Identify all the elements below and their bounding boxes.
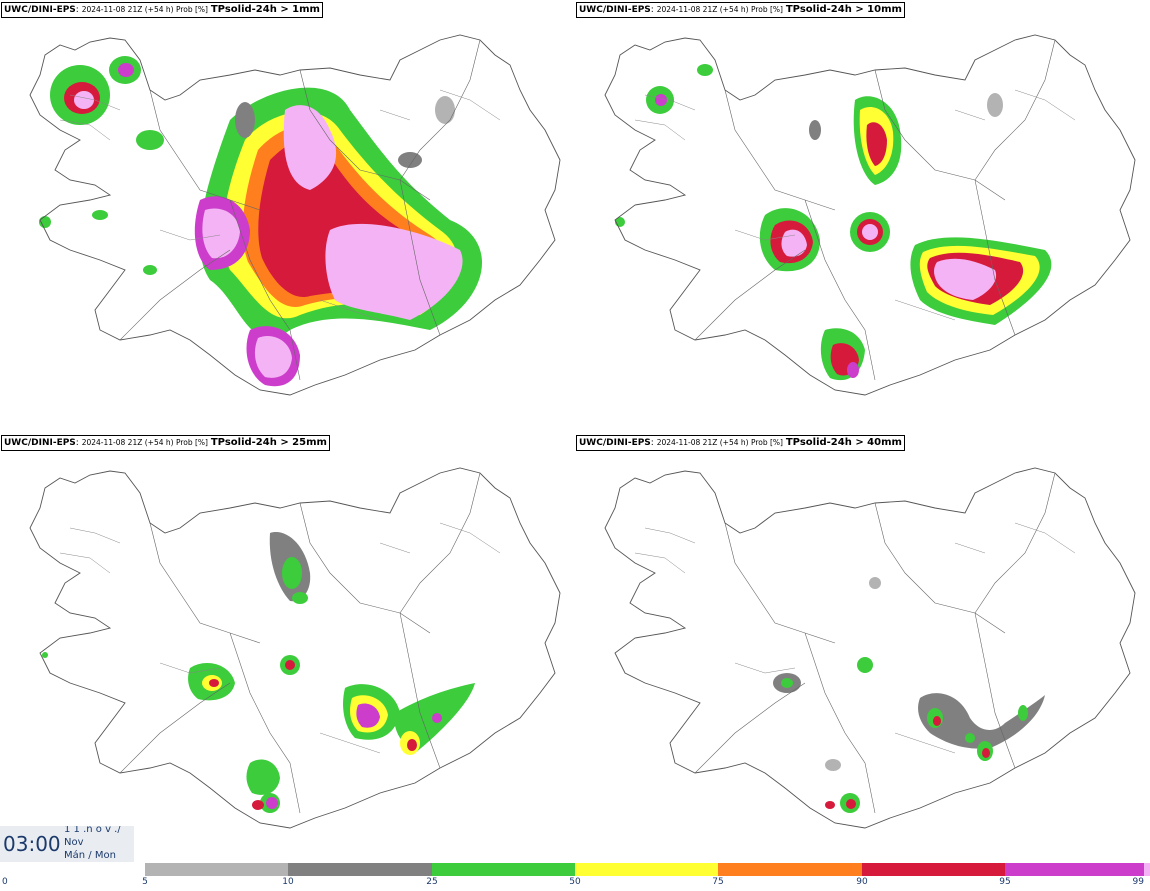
colorbar-tick-label: 95 <box>999 877 1011 887</box>
map-panel-40mm: UWC/DINI-EPS: 2024-11-08 21Z (+54 h) Pro… <box>575 433 1148 865</box>
colorbar-tick-label: 25 <box>426 877 438 887</box>
valid-time: 03:00 <box>3 832 61 856</box>
colorbar-tick-label: 99 <box>1132 877 1144 887</box>
map-panel-1mm: UWC/DINI-EPS: 2024-11-08 21Z (+54 h) Pro… <box>0 0 573 432</box>
probability-map <box>604 34 1136 396</box>
colorbar-segment <box>1144 863 1150 876</box>
valid-time-box: 03:00 1 1 .n ó v ./ Nov Mán / Mon <box>0 826 134 862</box>
colorbar-tick-label: 0 <box>2 877 8 887</box>
date-line-3: Mán / Mon <box>64 850 116 861</box>
date-line-1: 1 1 .n ó v ./ <box>64 826 121 835</box>
panel-title: UWC/DINI-EPS: 2024-11-08 21Z (+54 h) Pro… <box>1 2 323 18</box>
colorbar-tick-label: 90 <box>856 877 868 887</box>
probability-map <box>604 467 1136 829</box>
colorbar-tick-label: 50 <box>569 877 581 887</box>
colorbar-segment <box>1005 863 1144 876</box>
colorbar-segment <box>718 863 862 876</box>
panel-title: UWC/DINI-EPS: 2024-11-08 21Z (+54 h) Pro… <box>1 435 330 451</box>
valid-date: 1 1 .n ó v ./ Nov Mán / Mon <box>64 826 134 862</box>
colorbar-segment <box>575 863 718 876</box>
date-line-2: Nov <box>64 837 84 848</box>
map-panel-25mm: UWC/DINI-EPS: 2024-11-08 21Z (+54 h) Pro… <box>0 433 573 865</box>
colorbar-segment <box>862 863 1005 876</box>
colorbar-tick-label: 10 <box>282 877 294 887</box>
colorbar-tick-label: 75 <box>712 877 724 887</box>
probability-map <box>29 467 561 829</box>
panel-title: UWC/DINI-EPS: 2024-11-08 21Z (+54 h) Pro… <box>576 435 905 451</box>
panel-title: UWC/DINI-EPS: 2024-11-08 21Z (+54 h) Pro… <box>576 2 905 18</box>
colorbar-segment <box>432 863 575 876</box>
colorbar-tick-label: 5 <box>142 877 148 887</box>
probability-map <box>29 34 561 396</box>
colorbar-segment <box>145 863 288 876</box>
colorbar-segment <box>288 863 432 876</box>
map-panel-10mm: UWC/DINI-EPS: 2024-11-08 21Z (+54 h) Pro… <box>575 0 1148 432</box>
